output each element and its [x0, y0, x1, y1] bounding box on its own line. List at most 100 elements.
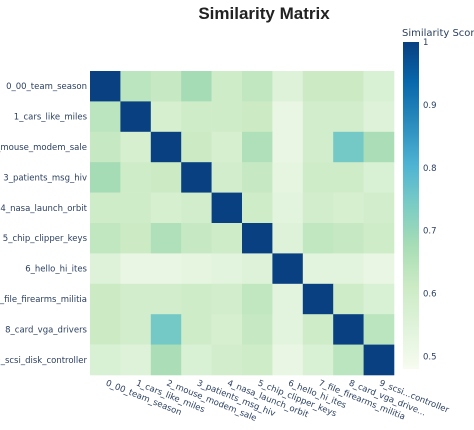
- y-tick-label: 1_cars_like_miles: [14, 113, 88, 123]
- heatmap-cell: [363, 223, 395, 254]
- heatmap-cell: [120, 314, 152, 345]
- heatmap-cell: [181, 253, 212, 285]
- heatmap-cell: [211, 253, 243, 285]
- colorbar-tick-label: 0.9: [423, 101, 437, 111]
- heatmap-cell: [211, 223, 243, 254]
- heatmap-cell: [333, 344, 364, 376]
- heatmap-cell: [272, 253, 304, 285]
- heatmap-cell: [302, 223, 334, 254]
- y-tick-label: 2_mouse_modem_sale: [0, 143, 87, 153]
- heatmap-cell: [242, 162, 273, 193]
- heatmap-cell: [333, 223, 364, 254]
- heatmap-cell: [242, 283, 273, 315]
- heatmap-cell: [363, 283, 395, 315]
- colorbar-tick-label: 0.5: [423, 352, 437, 362]
- heatmap-cell: [242, 314, 273, 345]
- heatmap-cell: [211, 344, 243, 376]
- heatmap-cell: [181, 223, 212, 254]
- heatmap-cell: [333, 71, 364, 102]
- colorbar-tick-label: 0.7: [423, 227, 437, 237]
- heatmap-cell: [120, 283, 152, 315]
- heatmap-cell: [272, 131, 304, 163]
- heatmap-cell: [302, 162, 334, 193]
- heatmap-cell: [363, 131, 395, 163]
- heatmap-cell: [120, 344, 152, 376]
- heatmap-cell: [120, 131, 152, 163]
- heatmap-cell: [150, 131, 182, 163]
- heatmap-cell: [333, 101, 364, 133]
- colorbar-title: Similarity Score: [402, 28, 474, 39]
- heatmap-cell: [181, 162, 212, 193]
- heatmap-cell: [90, 71, 121, 102]
- heatmap-cell: [242, 344, 273, 376]
- y-tick-label: 9_scsi_disk_controller: [0, 356, 87, 366]
- heatmap-cell: [120, 253, 152, 285]
- heatmap-cell: [150, 314, 182, 345]
- heatmap-cell: [211, 71, 243, 102]
- heatmap-cell: [90, 131, 121, 163]
- heatmap-cell: [363, 253, 395, 285]
- heatmap-cell: [211, 314, 243, 345]
- heatmap-cell: [181, 344, 212, 376]
- heatmap-cell: [150, 71, 182, 102]
- heatmap-cell: [181, 131, 212, 163]
- heatmap-cell: [150, 162, 182, 193]
- y-tick-label: 5_chip_clipper_keys: [3, 234, 88, 244]
- colorbar-ticks: 0.5 0.6 0.7 0.8 0.9 1: [423, 38, 437, 362]
- heatmap-cell: [363, 71, 395, 102]
- y-tick-label: 4_nasa_launch_orbit: [0, 204, 87, 214]
- heatmap-cell: [302, 314, 334, 345]
- heatmap-cell: [150, 253, 182, 285]
- heatmap-cell: [363, 192, 395, 224]
- heatmap-cell: [333, 314, 364, 345]
- heatmap-cell: [272, 192, 304, 224]
- heatmap-cell: [150, 223, 182, 254]
- heatmap-cell: [211, 162, 243, 193]
- heatmap-cell: [242, 131, 273, 163]
- heatmap-cell: [272, 162, 304, 193]
- heatmap-cell: [302, 71, 334, 102]
- heatmap-cell: [333, 162, 364, 193]
- heatmap-cell: [150, 101, 182, 133]
- heatmap-cell: [302, 101, 334, 133]
- heatmap-cell: [211, 101, 243, 133]
- heatmap-cell: [272, 344, 304, 376]
- x-axis-tick-labels: 0_00_team_season1_cars_like_miles2_mouse…: [104, 379, 451, 424]
- heatmap-cell: [302, 344, 334, 376]
- y-tick-label: 8_card_vga_drivers: [5, 325, 87, 335]
- heatmap-cell: [211, 192, 243, 224]
- heatmap-cell: [242, 71, 273, 102]
- heatmap-cell: [120, 101, 152, 133]
- colorbar-tick-label: 0.8: [423, 164, 437, 174]
- heatmap-cell: [181, 283, 212, 315]
- heatmap-cell: [302, 253, 334, 285]
- heatmap-cell: [363, 101, 395, 133]
- heatmap-cell: [120, 192, 152, 224]
- heatmap-cell: [90, 223, 121, 254]
- heatmap-cell: [150, 192, 182, 224]
- heatmap-cell: [363, 314, 395, 345]
- y-axis-tick-labels: 0_00_team_season 1_cars_like_miles 2_mouse…: [0, 82, 88, 366]
- heatmap-cell: [120, 223, 152, 254]
- heatmap-cell: [90, 344, 121, 376]
- heatmap-cell: [150, 283, 182, 315]
- heatmap-cell: [90, 283, 121, 315]
- heatmap-cell: [333, 131, 364, 163]
- heatmap-cell: [242, 223, 273, 254]
- heatmap-cell: [181, 71, 212, 102]
- heatmap-cell: [181, 314, 212, 345]
- heatmap-cell: [333, 283, 364, 315]
- heatmap-cell: [302, 131, 334, 163]
- heatmap-cell: [242, 253, 273, 285]
- heatmap-cell: [90, 162, 121, 193]
- heatmap-cell: [90, 101, 121, 133]
- heatmap-cell: [90, 192, 121, 224]
- heatmap-cell: [211, 283, 243, 315]
- heatmap-cell: [242, 192, 273, 224]
- colorbar-tick-label: 0.6: [423, 290, 437, 300]
- heatmap-cell: [242, 101, 273, 133]
- chart-title: Similarity Matrix: [198, 4, 330, 23]
- colorbar-tick-label: 1: [423, 38, 428, 48]
- y-tick-label: 6_hello_hi_ites: [25, 265, 87, 275]
